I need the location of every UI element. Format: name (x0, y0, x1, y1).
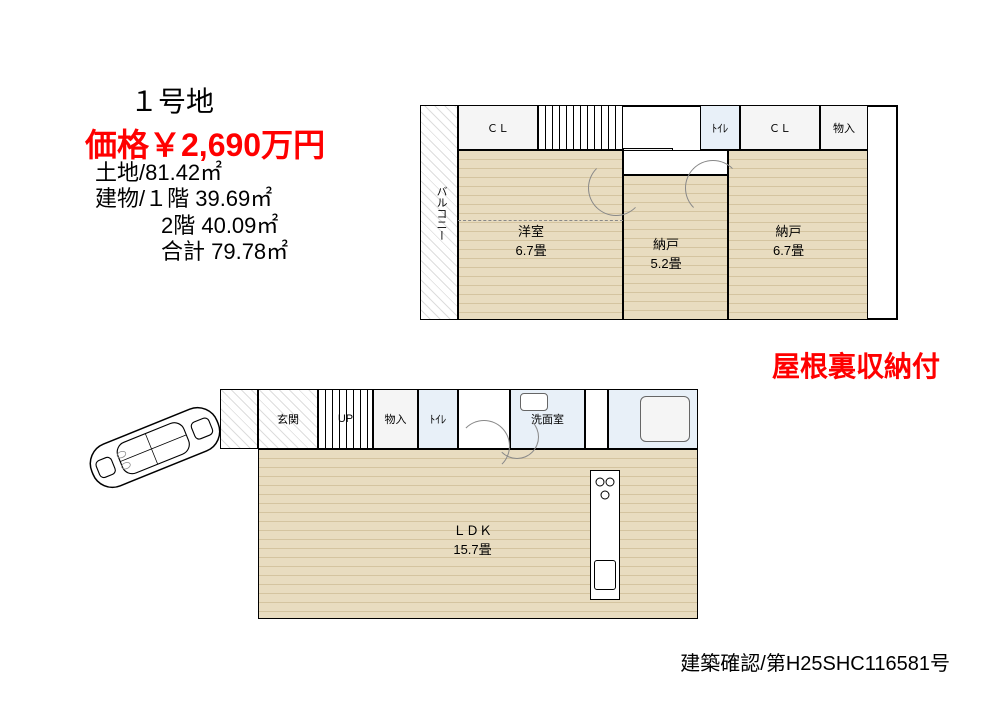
spec-floor1: 建物/１階 39.69㎡ (95, 186, 288, 212)
closet-ﾄｲﾚ: ﾄｲﾚ (700, 105, 740, 150)
washbasin-icon (520, 393, 548, 411)
closet-玄関: 玄関 (258, 389, 318, 449)
spec-total: 合計 79.78㎡ (95, 239, 288, 265)
floor-2-balcony: バルコニー (420, 105, 458, 320)
attic-note: 屋根裏収納付 (772, 345, 940, 385)
lot-title: １号地 (130, 80, 214, 120)
door-arc (685, 160, 741, 216)
spec-floor2: 2階 40.09㎡ (95, 213, 288, 239)
stove-icon (593, 475, 617, 510)
closet-物入: 物入 (820, 105, 868, 150)
closet-ＣＬ: ＣＬ (740, 105, 820, 150)
closet-ﾄｲﾚ: ﾄｲﾚ (418, 389, 458, 449)
room-label: 洋室6.7畳 (516, 221, 547, 259)
spec-land: 土地/81.42㎡ (95, 160, 288, 186)
room-label: 納戸5.2畳 (651, 234, 682, 272)
room-label: 納戸6.7畳 (773, 221, 804, 259)
building-permit: 建築確認/第H25SHC116581号 (680, 647, 950, 676)
door-arc (588, 160, 644, 216)
bathtub-icon (640, 396, 690, 442)
divider-dash (458, 220, 623, 221)
car-icon (71, 385, 238, 511)
closet-stairs (538, 105, 623, 150)
closet-ＣＬ: ＣＬ (458, 105, 538, 150)
closet-UP: UP (318, 389, 373, 449)
sink-icon (594, 560, 616, 590)
gap (585, 389, 608, 449)
room-label: ＬＤＫ15.7畳 (453, 520, 492, 558)
closet-物入: 物入 (373, 389, 418, 449)
door-arc (495, 415, 539, 459)
balcony-label: バルコニー (433, 186, 449, 241)
specs-block: 土地/81.42㎡ 建物/１階 39.69㎡ 2階 40.09㎡ 合計 79.7… (95, 160, 288, 266)
